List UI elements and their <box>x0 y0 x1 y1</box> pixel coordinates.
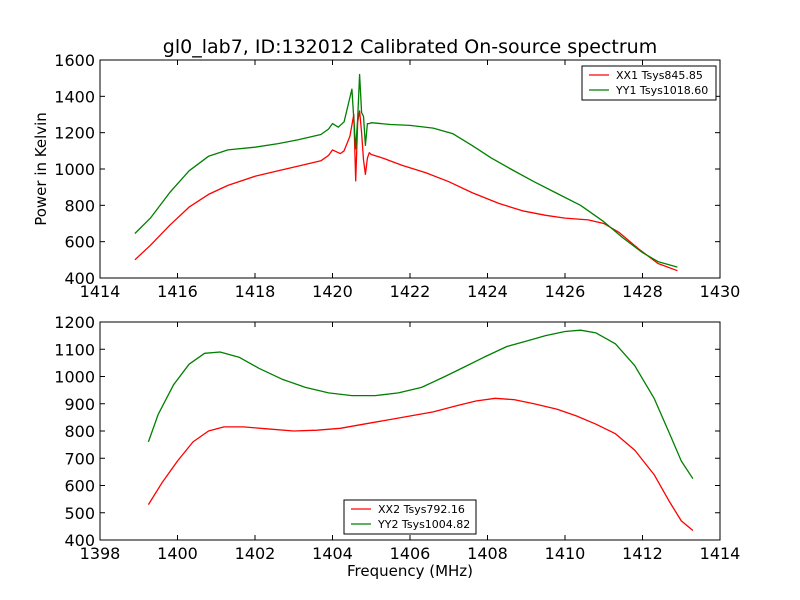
x-tick-label: 1400 <box>157 544 198 563</box>
series-line-1 <box>134 110 678 272</box>
x-tick-label: 1402 <box>235 544 276 563</box>
x-tick-label: 1414 <box>700 544 741 563</box>
x-tick-label: 1418 <box>235 282 276 301</box>
y-tick-label: 1000 <box>54 160 95 179</box>
x-tick-label: 1422 <box>390 282 431 301</box>
x-tick-label: 1430 <box>700 282 741 301</box>
x-tick-label: 1408 <box>467 544 508 563</box>
y-tick-label: 400 <box>64 269 95 288</box>
y-tick-label: 900 <box>64 395 95 414</box>
y-tick-label: 800 <box>64 422 95 441</box>
legend-box <box>581 65 717 101</box>
y-tick-label: 700 <box>64 449 95 468</box>
y-tick-label: 1000 <box>54 368 95 387</box>
legend-label: YY2 Tsys1004.82 <box>377 518 470 531</box>
legend: XX2 Tsys792.16 YY2 Tsys1004.82 <box>343 499 477 535</box>
y-tick-label: 1200 <box>54 313 95 332</box>
x-tick-label: 1420 <box>312 282 353 301</box>
y-tick-label: 500 <box>64 504 95 523</box>
legend-label: YY1 Tsys1018.60 <box>615 84 708 97</box>
x-axis-label: Frequency (MHz) <box>347 562 473 580</box>
legend-box <box>343 499 477 535</box>
y-tick-label: 1200 <box>54 124 95 143</box>
figure-title: gl0_lab7, ID:132012 Calibrated On-source… <box>163 36 657 58</box>
x-tick-label: 1404 <box>312 544 353 563</box>
x-tick-label: 1426 <box>545 282 586 301</box>
y-tick-label: 1600 <box>54 51 95 70</box>
x-tick-label: 1398 <box>80 544 121 563</box>
x-tick-label: 1410 <box>545 544 586 563</box>
y-tick-label: 1100 <box>54 340 95 359</box>
x-tick-label: 1412 <box>622 544 663 563</box>
x-tick-label: 1424 <box>467 282 508 301</box>
legend: XX1 Tsys845.85 YY1 Tsys1018.60 <box>581 65 717 101</box>
legend-label: XX1 Tsys845.85 <box>616 69 703 82</box>
x-tick-label: 1416 <box>157 282 198 301</box>
y-tick-label: 600 <box>64 477 95 496</box>
series-line-2 <box>147 329 694 480</box>
x-tick-label: 1406 <box>390 544 431 563</box>
series-line-2 <box>134 73 678 268</box>
series-line-1 <box>147 397 694 532</box>
y-tick-label: 800 <box>64 196 95 215</box>
bottom-panel: 1398 1400 1402 1404 1406 1408 1410 1412 1414 400 5… <box>54 313 740 563</box>
y-axis-label: Power in Kelvin <box>32 112 50 226</box>
x-tick-label: 1428 <box>622 282 663 301</box>
y-tick-label: 1400 <box>54 87 95 106</box>
top-panel: 1414 1416 1418 1420 1422 1424 1426 1428 1430 400 6… <box>32 51 740 301</box>
y-tick-label: 400 <box>64 531 95 550</box>
y-tick-label: 600 <box>64 233 95 252</box>
x-tick-label: 1414 <box>80 282 121 301</box>
legend-label: XX2 Tsys792.16 <box>378 503 465 516</box>
